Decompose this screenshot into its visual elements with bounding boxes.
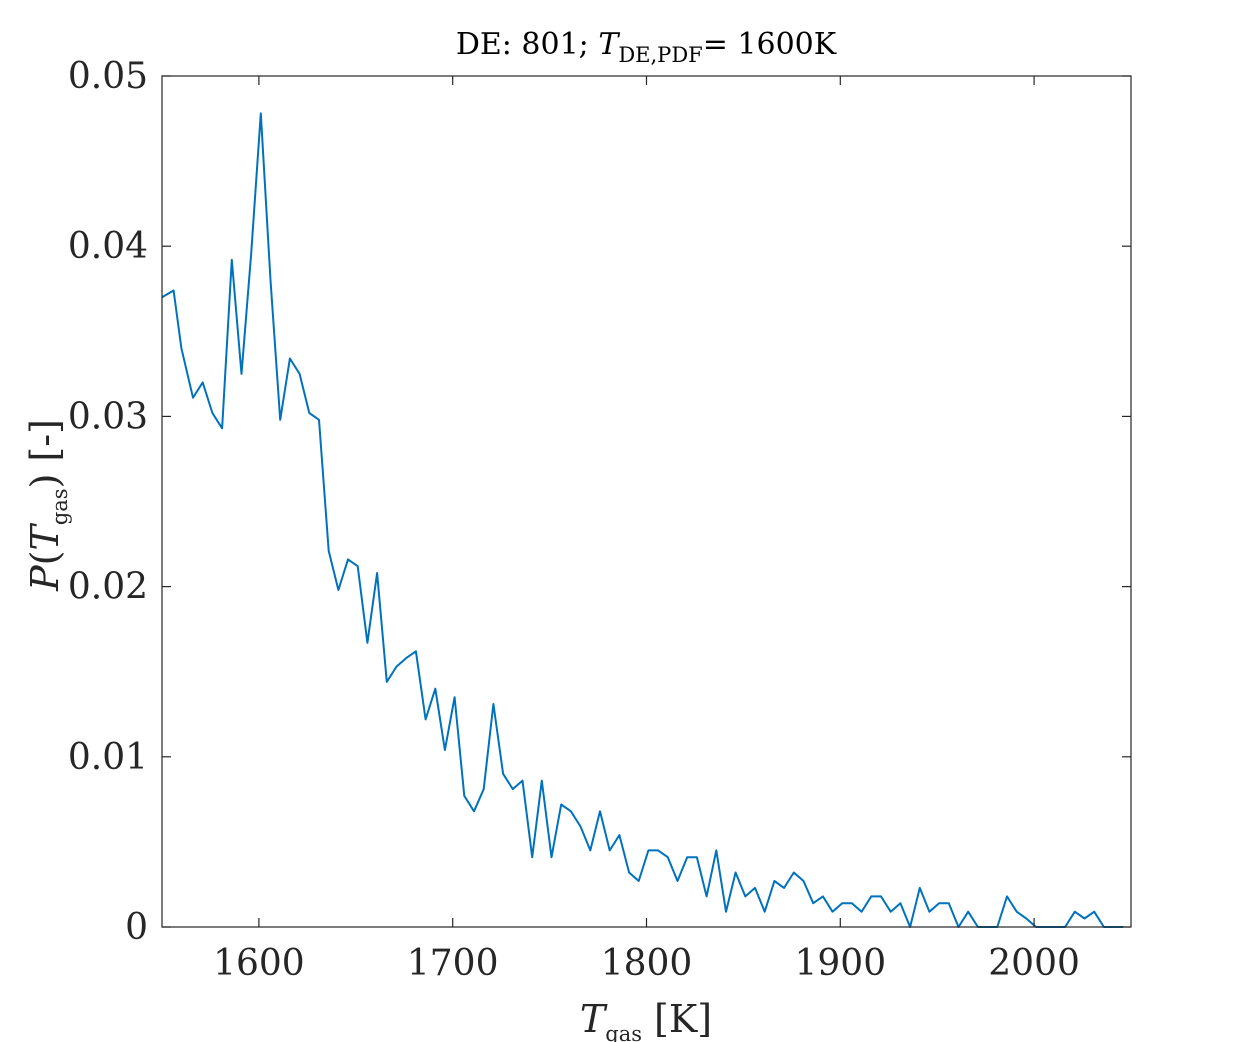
chart-title: DE: 801; TDE,PDF= 1600K — [456, 27, 837, 67]
y-tick-label: 0.02 — [68, 567, 148, 608]
y-axis-label: P(Tgas)[-] — [23, 419, 72, 592]
x-tick-label: 1600 — [213, 943, 305, 984]
plot-area — [162, 76, 1131, 927]
y-tick-label: 0.01 — [68, 737, 148, 778]
x-tick-label: 1700 — [407, 943, 499, 984]
series-line — [161, 112, 1124, 928]
x-axis-label: Tgas [K] — [580, 997, 712, 1042]
y-tick-label: 0.04 — [68, 226, 148, 267]
y-tick-label: 0.05 — [68, 56, 148, 97]
series-layer — [161, 112, 1124, 928]
ticks-layer: 1600 1700 1800 1900 2000 0 0.01 0.02 0.03 0.04 0.0… — [68, 56, 1131, 984]
y-tick-label: 0 — [125, 907, 148, 948]
y-tick-label: 0.03 — [68, 396, 148, 437]
x-tick-label: 1900 — [794, 943, 886, 984]
x-tick-label: 2000 — [988, 943, 1080, 984]
x-tick-label: 1800 — [601, 943, 693, 984]
